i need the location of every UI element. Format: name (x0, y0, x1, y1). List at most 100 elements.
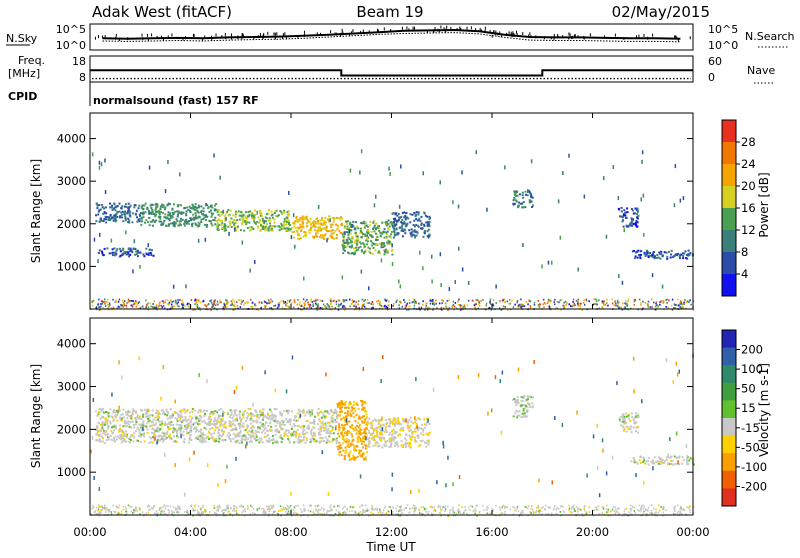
echo-cell (637, 257, 639, 259)
ground-scatter-cell (280, 300, 282, 302)
echo-cell (389, 426, 391, 428)
ground-scatter-cell (557, 301, 559, 303)
echo-cell (686, 459, 688, 461)
echo-cell (338, 436, 340, 438)
echo-cell (385, 428, 387, 430)
echo-cell (147, 432, 149, 434)
scatter-cell (642, 150, 644, 154)
echo-cell (125, 206, 127, 208)
echo-cell (281, 211, 283, 213)
ground-scatter-cell (650, 306, 652, 308)
echo-cell (200, 205, 202, 207)
echo-cell (371, 427, 373, 429)
echo-cell (398, 219, 400, 221)
echo-cell (379, 427, 381, 429)
echo-cell (261, 438, 263, 440)
echo-cell (245, 420, 247, 422)
ground-scatter-cell (358, 300, 360, 302)
scatter-cell (104, 159, 106, 163)
echo-cell (114, 214, 116, 216)
ground-scatter-cell (252, 302, 254, 304)
echo-cell (348, 439, 350, 441)
echo-cell (623, 209, 625, 211)
ground-scatter-cell (655, 303, 657, 305)
ground-scatter-cell (493, 299, 495, 301)
echo-cell (218, 214, 220, 216)
echo-cell (341, 411, 343, 413)
echo-cell (251, 217, 253, 219)
echo-cell (361, 404, 363, 406)
ground-scatter-cell (507, 301, 509, 303)
echo-cell (394, 445, 396, 447)
echo-cell (316, 236, 318, 238)
ground-scatter-cell (312, 301, 314, 303)
echo-cell (117, 435, 119, 437)
echo-cell (295, 416, 297, 418)
echo-cell (184, 207, 186, 209)
ground-scatter-cell (170, 300, 172, 302)
echo-cell (242, 416, 244, 418)
ground-scatter-cell (104, 303, 106, 305)
echo-cell (355, 240, 357, 242)
echo-cell (385, 419, 387, 421)
echo-cell (195, 421, 197, 423)
ground-scatter-cell (335, 307, 337, 309)
ground-scatter-cell (283, 300, 285, 302)
echo-cell (339, 415, 341, 417)
ground-scatter-cell (678, 305, 680, 307)
echo-cell (340, 216, 342, 218)
echo-cell (267, 440, 269, 442)
echo-cell (297, 438, 299, 440)
echo-cell (391, 223, 393, 225)
echo-cell (310, 432, 312, 434)
echo-cell (95, 214, 97, 216)
echo-cell (151, 209, 153, 211)
echo-cell (131, 251, 133, 253)
echo-cell (323, 430, 325, 432)
echo-cell (173, 435, 175, 437)
ground-scatter-cell (634, 304, 636, 306)
echo-cell (346, 239, 348, 241)
scatter-cell (263, 225, 265, 229)
ground-scatter-cell (565, 301, 567, 303)
ground-scatter-cell (317, 299, 319, 301)
ground-scatter-cell (618, 307, 620, 309)
echo-cell (341, 424, 343, 426)
echo-cell (282, 423, 284, 425)
ground-scatter-cell (333, 300, 335, 302)
echo-cell (622, 414, 624, 416)
echo-cell (136, 421, 138, 423)
echo-cell (519, 410, 521, 412)
echo-cell (358, 431, 360, 433)
echo-cell (375, 420, 377, 422)
echo-cell (237, 432, 239, 434)
echo-cell (424, 232, 426, 234)
echo-cell (98, 408, 100, 410)
echo-cell (317, 232, 319, 234)
echo-cell (513, 203, 515, 205)
echo-cell (270, 220, 272, 222)
echo-cell (652, 462, 654, 464)
ground-scatter-cell (384, 306, 386, 308)
echo-cell (424, 230, 426, 232)
echo-cell (529, 406, 531, 408)
echo-cell (366, 243, 368, 245)
ground-scatter-cell (606, 302, 608, 304)
ground-scatter-cell (579, 303, 581, 305)
ground-scatter-cell (183, 304, 185, 306)
ground-scatter-cell (129, 506, 131, 508)
echo-cell (109, 408, 111, 410)
echo-cell (390, 221, 392, 223)
ground-scatter-cell (474, 513, 476, 515)
ground-scatter-cell (548, 301, 550, 303)
ground-scatter-cell (175, 303, 177, 305)
ground-scatter-cell (357, 303, 359, 305)
echo-cell (667, 463, 669, 465)
echo-cell (338, 404, 340, 406)
echo-cell (228, 432, 230, 434)
echo-cell (224, 423, 226, 425)
echo-cell (188, 220, 190, 222)
echo-cell (100, 418, 102, 420)
echo-cell (120, 430, 122, 432)
